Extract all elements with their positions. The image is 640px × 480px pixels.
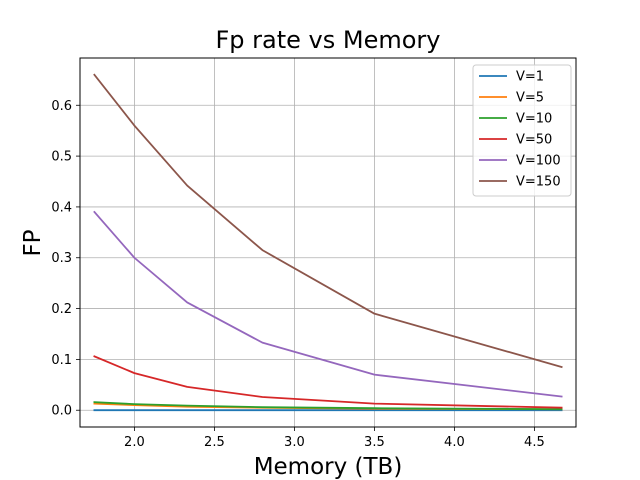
x-tick-label: 2.0 — [124, 435, 145, 450]
series-lines — [93, 73, 563, 412]
grid — [80, 58, 576, 427]
y-tick-label: 0.0 — [51, 404, 72, 419]
y-tick-label: 0.3 — [51, 251, 72, 266]
y-tick-label: 0.2 — [51, 302, 72, 317]
series-line-v-10 — [93, 401, 563, 411]
legend-label: V=150 — [516, 175, 561, 190]
legend-label: V=5 — [516, 91, 544, 106]
legend-label: V=100 — [516, 154, 561, 169]
legend-label: V=50 — [516, 133, 552, 148]
series-line-v-150 — [93, 73, 563, 369]
legend-label: V=10 — [516, 112, 552, 127]
y-tick-label: 0.1 — [51, 353, 72, 368]
series-line-v-100 — [93, 210, 563, 398]
x-axis-label: Memory (TB) — [254, 454, 403, 480]
y-axis-label: FP — [20, 229, 46, 256]
x-tick-label: 2.5 — [204, 435, 225, 450]
legend-label: V=1 — [516, 70, 544, 85]
x-tick-label: 4.5 — [524, 435, 545, 450]
y-tick-label: 0.6 — [51, 99, 72, 114]
x-tick-label: 3.5 — [364, 435, 385, 450]
x-tick-label: 3.0 — [284, 435, 305, 450]
chart-title: Fp rate vs Memory — [216, 26, 441, 54]
plot-frame — [79, 57, 577, 428]
series-line-v-50 — [93, 355, 563, 409]
x-axis-ticks: 2.0 2.5 3.0 3.5 4.0 4.5 — [124, 427, 545, 450]
legend: V=1 V=5 V=10 V=50 V=100 V=150 — [472, 64, 572, 197]
x-tick-label: 4.0 — [444, 435, 465, 450]
y-tick-label: 0.4 — [51, 200, 72, 215]
y-tick-label: 0.5 — [51, 150, 72, 165]
y-axis-ticks: 0.0 0.1 0.2 0.3 0.4 0.5 0.6 — [51, 99, 80, 419]
